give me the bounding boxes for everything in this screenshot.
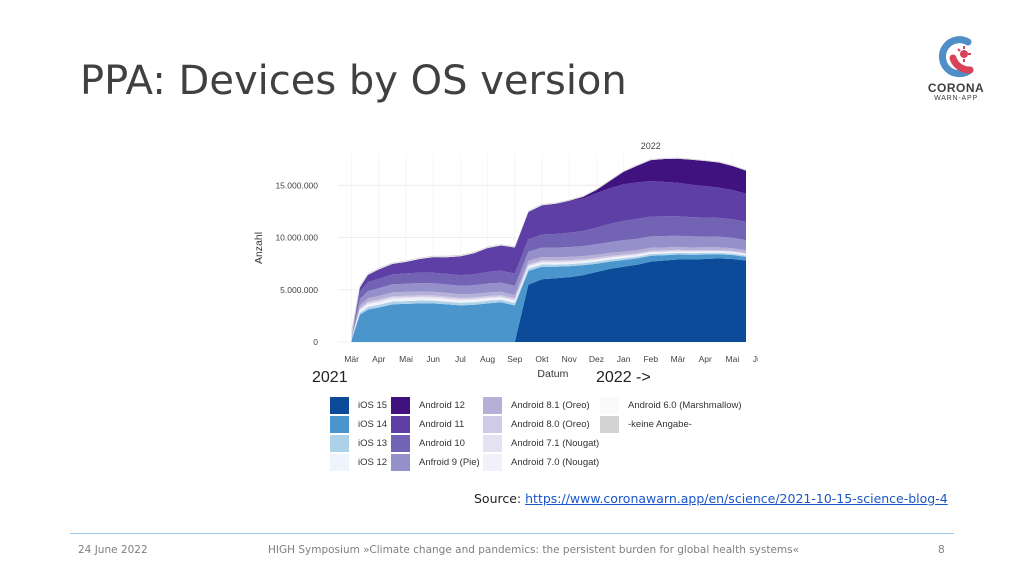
x-tick-label: Okt (535, 354, 549, 364)
legend-swatch (391, 416, 410, 433)
y-axis-label: Anzahl (253, 232, 265, 264)
legend-swatch (483, 416, 502, 433)
legend-swatch (330, 454, 349, 471)
logo-text-corona: CORONA (927, 81, 985, 95)
legend-item: Android 7.0 (Nougat) (483, 453, 599, 472)
x-tick-label: Feb (643, 354, 658, 364)
y-tick-label: 5.000.000 (280, 285, 318, 295)
footer-event: HIGH Symposium »Climate change and pande… (268, 544, 800, 556)
legend-item: iOS 12 (330, 453, 387, 472)
legend-label: Android 12 (419, 400, 465, 411)
area-series-11 (351, 158, 746, 338)
legend-label: iOS 15 (358, 400, 388, 411)
legend-swatch (330, 416, 349, 433)
legend-label: Android 11 (419, 419, 465, 430)
legend-swatch (600, 397, 619, 414)
legend-swatch (391, 435, 410, 452)
corona-warn-app-logo: CORONA WARN-APP (920, 34, 992, 114)
legend-item: iOS 14 (330, 415, 387, 434)
legend-item: Android 7.1 (Nougat) (483, 434, 599, 453)
x-tick-label: Mär (344, 354, 359, 364)
legend-label: Android 8.1 (Oreo) (511, 400, 590, 411)
legend-item: Android 6.0 (Marshmallow) (600, 396, 742, 415)
area-series-1 (351, 254, 746, 342)
x-tick-label: Apr (372, 354, 385, 364)
legend-swatch (330, 397, 349, 414)
legend-item: -keine Angabe- (600, 415, 692, 434)
x-tick-label: Mär (671, 354, 686, 364)
source-citation: Source: https://www.coronawarn.app/en/sc… (474, 491, 948, 506)
x-tick-label: Jun (753, 354, 758, 364)
legend-item: Android 8.1 (Oreo) (483, 396, 590, 415)
y-tick-label: 15.000.000 (275, 180, 318, 190)
legend-swatch (483, 454, 502, 471)
legend-label: iOS 14 (358, 419, 388, 430)
source-link[interactable]: https://www.coronawarn.app/en/science/20… (525, 491, 948, 506)
legend-swatch (600, 416, 619, 433)
footer-divider (70, 533, 954, 534)
x-tick-label: Mai (399, 354, 413, 364)
area-series-10 (351, 181, 746, 338)
legend-label: Anfroid 9 (Pie) (419, 457, 480, 468)
legend-item: iOS 15 (330, 396, 387, 415)
area-series-8 (351, 235, 746, 339)
legend-label: Android 10 (419, 438, 465, 449)
legend-label: Android 7.1 (Nougat) (511, 438, 600, 449)
legend-item: Android 12 (391, 396, 465, 415)
legend-item: Android 10 (391, 434, 465, 453)
legend-swatch (483, 397, 502, 414)
x-axis-label: Datum (537, 368, 568, 380)
legend-item: iOS 13 (330, 434, 387, 453)
x-tick-label: Jul (455, 354, 466, 364)
legend-label: iOS 12 (358, 457, 388, 468)
legend-swatch (391, 454, 410, 471)
x-tick-label: Nov (562, 354, 578, 364)
legend-swatch (330, 435, 349, 452)
x-tick-label: Aug (480, 354, 495, 364)
year-label-2021: 2021 (312, 369, 348, 386)
legend-item: Anfroid 9 (Pie) (391, 453, 480, 472)
legend-item: Android 11 (391, 415, 464, 434)
logo-text-warn-app: WARN-APP (934, 95, 978, 102)
area-series-0 (351, 258, 746, 342)
y-tick-label: 0 (313, 337, 318, 347)
footer-date: 24 June 2022 (78, 544, 148, 556)
x-tick-label: Apr (699, 354, 712, 364)
legend-swatch (391, 397, 410, 414)
slide-title: PPA: Devices by OS version (80, 58, 627, 104)
legend-label: Android 6.0 (Marshmallow) (628, 400, 742, 411)
x-tick-label: Dez (589, 354, 604, 364)
y-tick-label: 10.000.000 (275, 233, 318, 243)
year-label-2022: 2022 -> (596, 369, 651, 386)
legend-label: Android 8.0 (Oreo) (511, 419, 590, 430)
legend-label: -keine Angabe- (628, 419, 692, 430)
page-number: 8 (938, 544, 945, 556)
x-tick-label: Mai (726, 354, 740, 364)
area-series-7 (351, 246, 746, 339)
legend-label: iOS 13 (358, 438, 388, 449)
area-series-9 (351, 216, 746, 339)
x-tick-label: Jun (426, 354, 440, 364)
legend-item: Android 8.0 (Oreo) (483, 415, 590, 434)
source-label: Source: (474, 491, 526, 506)
chart-title: 2022 (641, 141, 661, 151)
x-tick-label: Jan (617, 354, 631, 364)
corona-warn-app-logo-icon (938, 36, 974, 78)
x-tick-label: Sep (507, 354, 522, 364)
devices-by-os-chart: 0 5.000.000 10.000.000 15.000.000 Mär Apr Mai J… (253, 141, 758, 380)
legend-label: Android 7.0 (Nougat) (511, 457, 600, 468)
legend-swatch (483, 435, 502, 452)
